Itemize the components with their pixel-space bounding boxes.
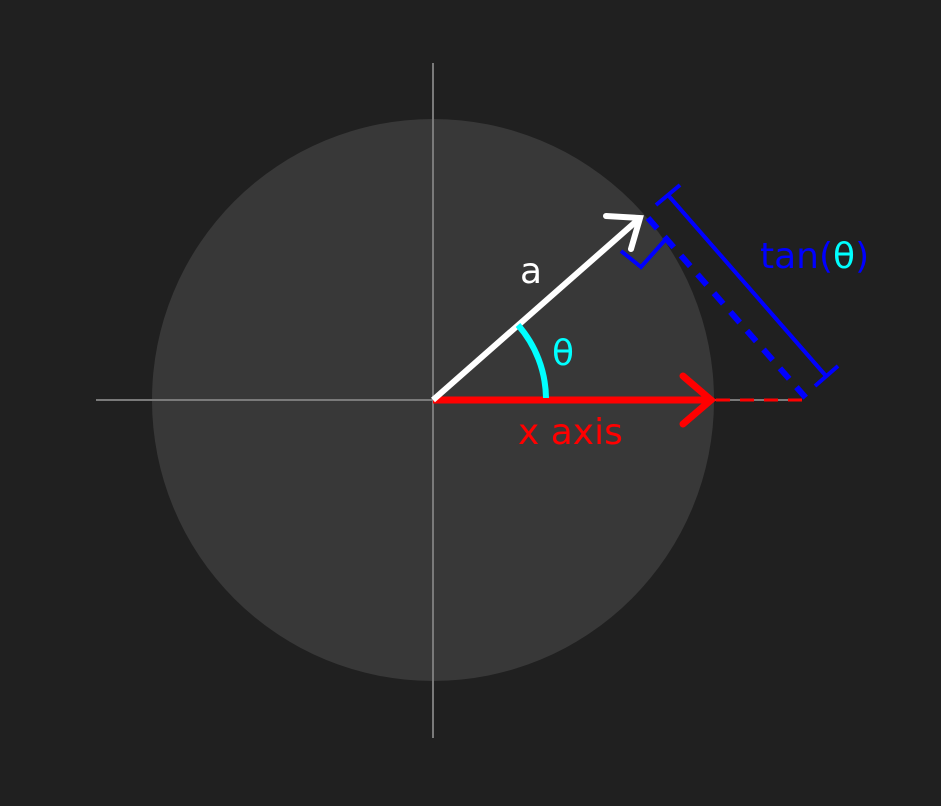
x-axis-arrowhead — [679, 372, 717, 428]
tangent-label: tan(θ) — [760, 236, 869, 277]
vector-a-arrowhead — [603, 213, 644, 252]
vector-a-label: a — [520, 251, 542, 292]
tangent-label-theta: θ — [833, 236, 855, 277]
tangent-length-bracket — [654, 183, 840, 388]
tangent-label-prefix: tan( — [760, 236, 833, 277]
vector-a-line — [431, 215, 642, 403]
right-angle-marker — [619, 238, 667, 270]
angle-theta-label: θ — [552, 333, 574, 374]
angle-arc — [515, 323, 549, 399]
tangent-label-suffix: ) — [855, 236, 869, 277]
x-axis-label: x axis — [518, 412, 623, 453]
